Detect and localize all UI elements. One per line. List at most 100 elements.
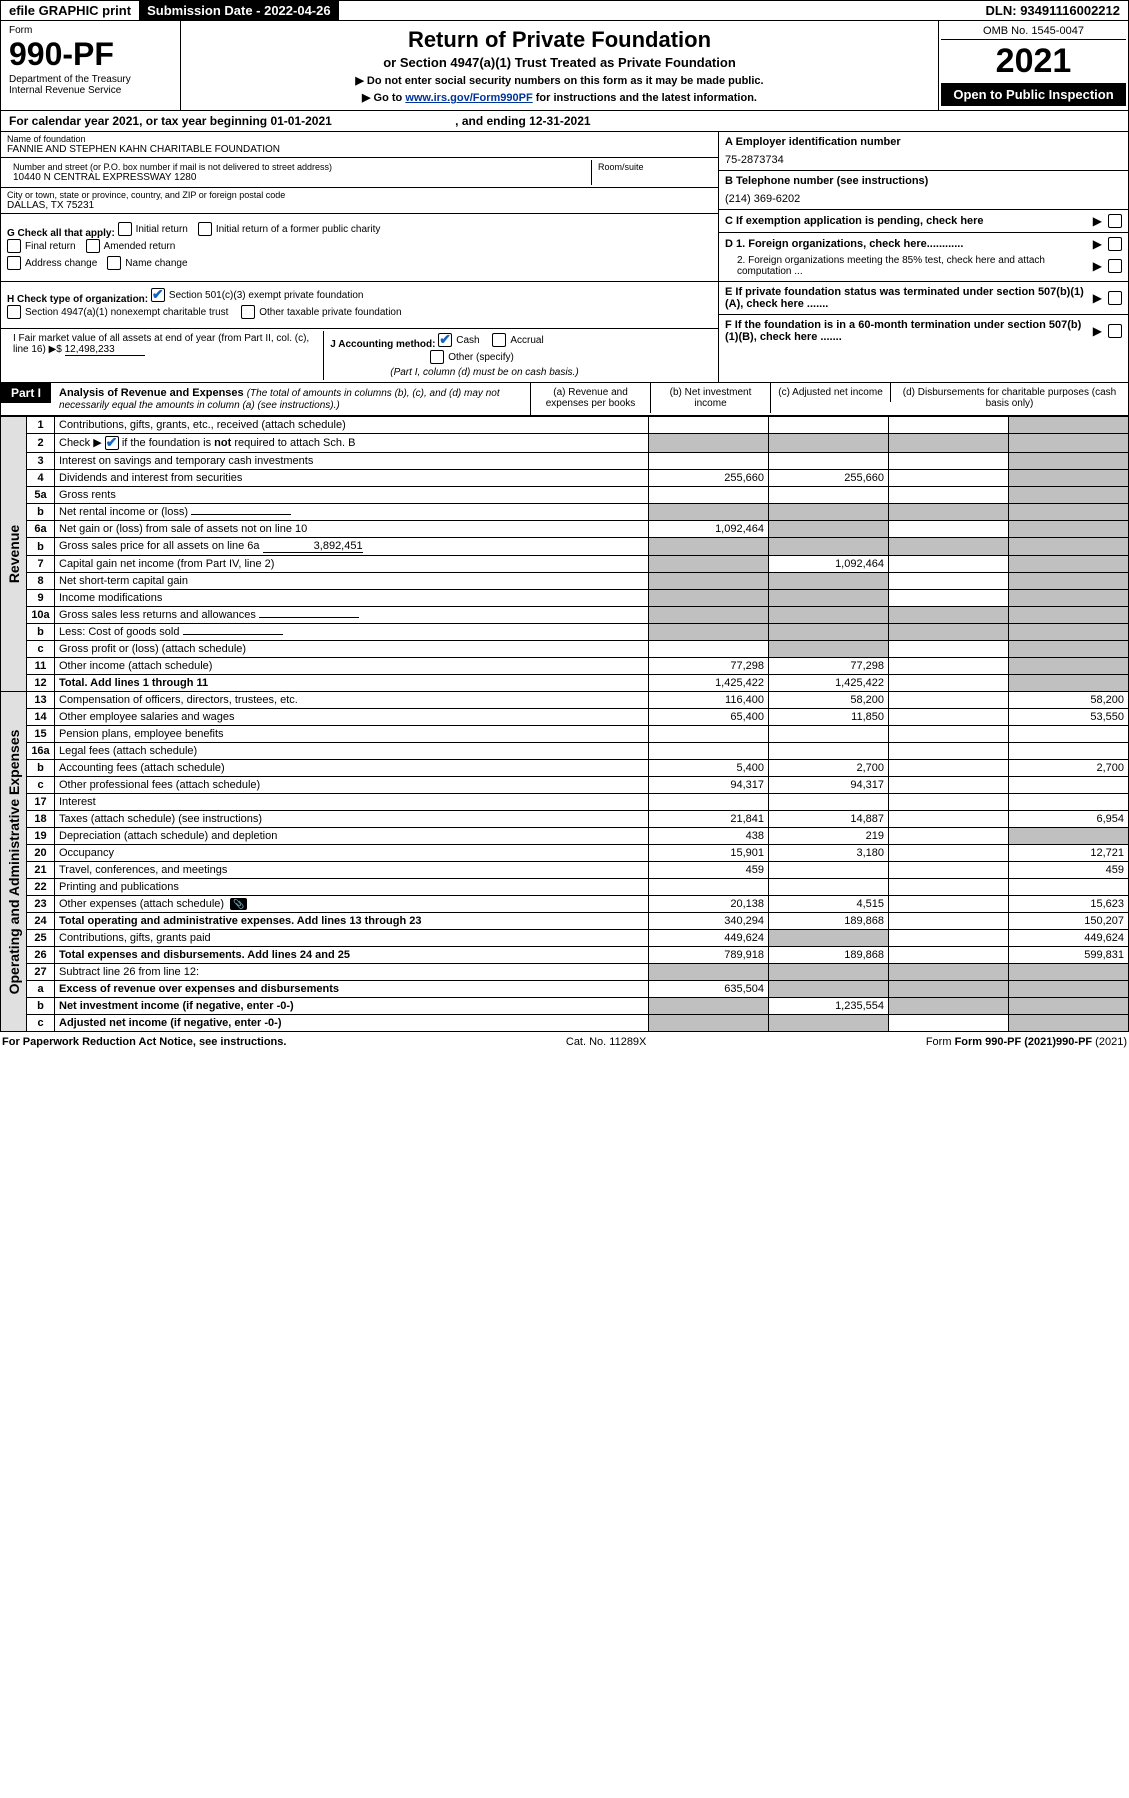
checkbox-icon[interactable] bbox=[1108, 214, 1122, 228]
cell-col-c bbox=[889, 879, 1009, 896]
j-cash[interactable]: Cash bbox=[438, 333, 479, 347]
j-other[interactable]: Other (specify) bbox=[430, 350, 514, 364]
line-number: 15 bbox=[27, 726, 55, 743]
h-opt-2-label: Section 4947(a)(1) nonexempt charitable … bbox=[25, 307, 228, 318]
table-row: 9Income modifications bbox=[1, 590, 1129, 607]
warning-2: ▶ Go to www.irs.gov/Form990PF for instru… bbox=[191, 91, 928, 104]
cell-col-a bbox=[649, 624, 769, 641]
table-row: 4Dividends and interest from securities2… bbox=[1, 470, 1129, 487]
col-d-header: (d) Disbursements for charitable purpose… bbox=[891, 383, 1128, 413]
checkbox-icon[interactable] bbox=[1108, 324, 1122, 338]
line-description: Legal fees (attach schedule) bbox=[55, 743, 649, 760]
footer-catalog: Cat. No. 11289X bbox=[566, 1036, 647, 1048]
cell-col-d bbox=[1009, 624, 1129, 641]
cell-col-b bbox=[769, 862, 889, 879]
cell-col-d: 449,624 bbox=[1009, 930, 1129, 947]
cell-col-b: 4,515 bbox=[769, 896, 889, 913]
cell-col-c bbox=[889, 896, 1009, 913]
table-row: bNet rental income or (loss) bbox=[1, 504, 1129, 521]
col-b-header: (b) Net investment income bbox=[651, 383, 771, 413]
h-opt-4947[interactable]: Section 4947(a)(1) nonexempt charitable … bbox=[7, 305, 228, 319]
city-cell: City or town, state or province, country… bbox=[1, 188, 718, 214]
cell-col-c bbox=[889, 981, 1009, 998]
line-number: 14 bbox=[27, 709, 55, 726]
g-opt-label: Initial return of a former public charit… bbox=[216, 224, 381, 235]
cell-col-d: 599,831 bbox=[1009, 947, 1129, 964]
check-icon bbox=[105, 436, 119, 450]
part1-badge: Part I bbox=[1, 383, 51, 403]
dept-label: Department of the Treasury Internal Reve… bbox=[9, 74, 172, 96]
line-description: Gross sales price for all assets on line… bbox=[55, 538, 649, 556]
cell-col-b bbox=[769, 573, 889, 590]
cell-col-a: 77,298 bbox=[649, 658, 769, 675]
line-description: Net short-term capital gain bbox=[55, 573, 649, 590]
g-opt-0[interactable]: Initial return bbox=[118, 222, 188, 236]
line-number: 20 bbox=[27, 845, 55, 862]
foundation-name: FANNIE AND STEPHEN KAHN CHARITABLE FOUND… bbox=[7, 144, 712, 155]
checkbox-icon[interactable] bbox=[1108, 259, 1122, 273]
table-row: 3Interest on savings and temporary cash … bbox=[1, 453, 1129, 470]
cell-col-b: 1,235,554 bbox=[769, 998, 889, 1015]
irs-link[interactable]: www.irs.gov/Form990PF bbox=[405, 92, 532, 104]
attachment-icon[interactable]: 📎 bbox=[230, 898, 247, 910]
table-row: 16aLegal fees (attach schedule) bbox=[1, 743, 1129, 760]
cell-col-b bbox=[769, 624, 889, 641]
g-opt-3[interactable]: Amended return bbox=[86, 239, 176, 253]
checkbox-icon[interactable] bbox=[1108, 291, 1122, 305]
cell-col-b bbox=[769, 521, 889, 538]
table-row: Operating and Administrative Expenses13C… bbox=[1, 692, 1129, 709]
table-row: Revenue1Contributions, gifts, grants, et… bbox=[1, 417, 1129, 434]
cell-col-d: 53,550 bbox=[1009, 709, 1129, 726]
cell-col-c bbox=[889, 692, 1009, 709]
i-label: I Fair market value of all assets at end… bbox=[13, 333, 309, 355]
line-number: b bbox=[27, 504, 55, 521]
cell-col-c bbox=[889, 862, 1009, 879]
table-row: 5aGross rents bbox=[1, 487, 1129, 504]
g-opt-5[interactable]: Name change bbox=[107, 256, 187, 270]
cell-col-b: 94,317 bbox=[769, 777, 889, 794]
checkbox-icon[interactable] bbox=[1108, 237, 1122, 251]
line-description: Check ▶ if the foundation is not require… bbox=[55, 434, 649, 453]
efile-label[interactable]: efile GRAPHIC print bbox=[1, 1, 139, 20]
cell-col-c bbox=[889, 590, 1009, 607]
line-number: 8 bbox=[27, 573, 55, 590]
j-accrual[interactable]: Accrual bbox=[492, 333, 543, 347]
cell-col-a bbox=[649, 538, 769, 556]
cell-col-d bbox=[1009, 777, 1129, 794]
cell-col-b: 219 bbox=[769, 828, 889, 845]
line-description: Compensation of officers, directors, tru… bbox=[55, 692, 649, 709]
h-opt-501c3[interactable]: Section 501(c)(3) exempt private foundat… bbox=[151, 288, 364, 302]
section-h: H Check type of organization: Section 50… bbox=[1, 282, 718, 329]
cell-col-a bbox=[649, 998, 769, 1015]
h-opt-other[interactable]: Other taxable private foundation bbox=[241, 305, 401, 319]
cell-col-d bbox=[1009, 828, 1129, 845]
header-left: Form 990-PF Department of the Treasury I… bbox=[1, 21, 181, 110]
line-number: 12 bbox=[27, 675, 55, 692]
g-opt-2[interactable]: Final return bbox=[7, 239, 76, 253]
f-row: F If the foundation is in a 60-month ter… bbox=[719, 315, 1128, 347]
cell-col-b bbox=[769, 1015, 889, 1032]
g-opt-label: Amended return bbox=[104, 241, 176, 252]
revenue-section-label: Revenue bbox=[1, 417, 27, 692]
line-description: Accounting fees (attach schedule) bbox=[55, 760, 649, 777]
checkbox-icon bbox=[198, 222, 212, 236]
g-opt-1[interactable]: Initial return of a former public charit… bbox=[198, 222, 381, 236]
line-number: 6a bbox=[27, 521, 55, 538]
cell-col-c bbox=[889, 417, 1009, 434]
line-number: 5a bbox=[27, 487, 55, 504]
header-center: Return of Private Foundation or Section … bbox=[181, 21, 938, 110]
cell-col-b bbox=[769, 607, 889, 624]
line-number: 4 bbox=[27, 470, 55, 487]
cell-col-d bbox=[1009, 743, 1129, 760]
f-label: F If the foundation is in a 60-month ter… bbox=[725, 319, 1087, 343]
line-description: Interest on savings and temporary cash i… bbox=[55, 453, 649, 470]
cell-col-d bbox=[1009, 453, 1129, 470]
table-row: 14Other employee salaries and wages65,40… bbox=[1, 709, 1129, 726]
cell-col-d bbox=[1009, 658, 1129, 675]
cal-year-begin: For calendar year 2021, or tax year begi… bbox=[9, 114, 332, 128]
cell-col-c bbox=[889, 573, 1009, 590]
cell-col-c bbox=[889, 777, 1009, 794]
g-opt-4[interactable]: Address change bbox=[7, 256, 97, 270]
table-row: 19Depreciation (attach schedule) and dep… bbox=[1, 828, 1129, 845]
cell-col-c bbox=[889, 760, 1009, 777]
